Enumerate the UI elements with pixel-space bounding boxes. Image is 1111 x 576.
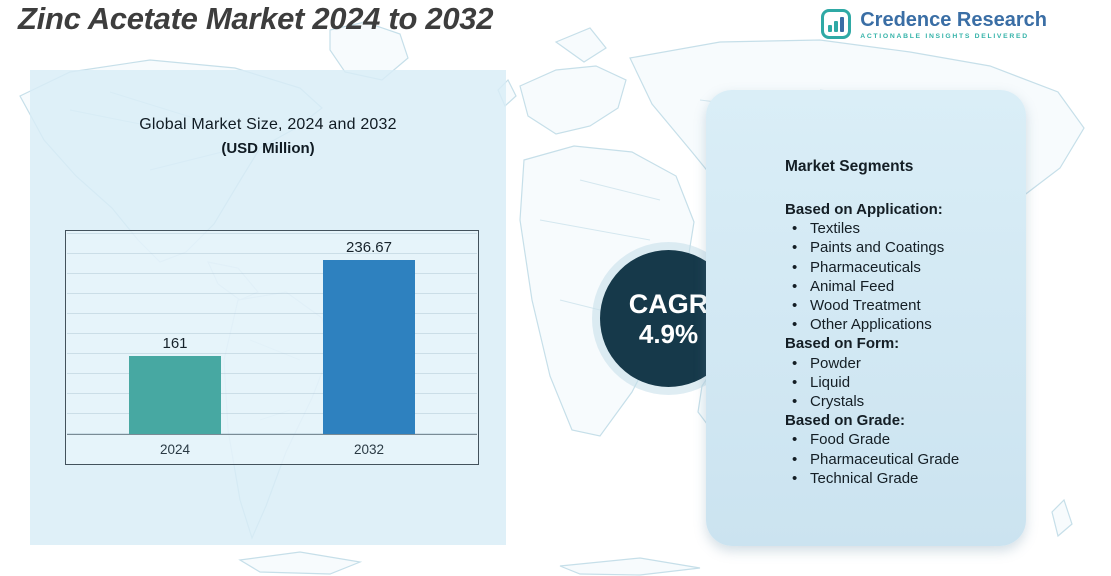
chart-bars: 161 236.67 [67, 231, 477, 434]
chart-category-axis: 2024 2032 [66, 442, 478, 457]
segments-title: Market Segments [785, 158, 914, 175]
chart-heading-line1: Global Market Size, 2024 and 2032 [139, 116, 397, 133]
segment-item: Food Grade [785, 430, 1012, 449]
segment-item: Textiles [785, 219, 1012, 238]
map-new-zealand [1051, 498, 1073, 538]
bar-category-label: 2032 [353, 442, 385, 457]
market-segments-panel: Market Segments Based on Application:Tex… [706, 90, 1026, 546]
bar-column: 236.67 [323, 239, 415, 434]
segment-item: Animal Feed [785, 277, 1012, 296]
map-antarctica [559, 557, 701, 576]
cagr-value: 4.9% [638, 318, 699, 349]
logo-name: Credence Research [860, 9, 1047, 31]
bar-category-label: 2024 [159, 442, 191, 457]
segment-item-list: PowderLiquidCrystals [785, 354, 1012, 412]
map-scandinavia [554, 27, 607, 63]
bar-value-label: 236.67 [346, 239, 392, 256]
credence-research-logo: Credence Research Actionable Insights De… [821, 9, 1047, 40]
segment-groups: Based on Application:TextilesPaints and … [785, 200, 1012, 488]
segment-item: Paints and Coatings [785, 238, 1012, 257]
segment-item-list: Food GradePharmaceutical GradeTechnical … [785, 430, 1012, 488]
logo-tagline: Actionable Insights Delivered [860, 33, 1029, 40]
segment-item: Technical Grade [785, 469, 1012, 488]
segment-item: Powder [785, 354, 1012, 373]
segment-item: Pharmaceutical Grade [785, 450, 1012, 469]
chart-heading: Global Market Size, 2024 and 2032 (USD M… [30, 116, 506, 157]
bar [129, 356, 221, 434]
page-title: Zinc Acetate Market 2024 to 2032 [18, 1, 494, 36]
map-europe [519, 65, 627, 135]
bar [323, 260, 415, 434]
bar-column: 161 [129, 335, 221, 434]
segment-item-list: TextilesPaints and CoatingsPharmaceutica… [785, 219, 1012, 334]
segment-group-heading: Based on Form: [785, 335, 900, 353]
market-size-panel: Global Market Size, 2024 and 2032 (USD M… [30, 70, 506, 545]
segment-item: Crystals [785, 392, 1012, 411]
chart-plot-area: 161 236.67 [67, 231, 477, 435]
logo-text-block: Credence Research Actionable Insights De… [860, 9, 1047, 40]
cagr-label: CAGR [628, 288, 709, 319]
segment-group-heading: Based on Application: [785, 201, 943, 218]
chart-heading-line2: (USD Million) [221, 140, 315, 157]
segment-item: Wood Treatment [785, 296, 1012, 315]
map-antarctica [238, 551, 363, 575]
segment-group-heading: Based on Grade: [785, 412, 906, 430]
bar-chart: 161 236.67 2024 2032 [65, 230, 479, 465]
bar-value-label: 161 [162, 335, 188, 352]
segment-item: Other Applications [785, 315, 1012, 334]
credence-logo-icon [821, 9, 852, 39]
segment-item: Liquid [785, 373, 1012, 392]
segment-item: Pharmaceuticals [785, 258, 1012, 277]
